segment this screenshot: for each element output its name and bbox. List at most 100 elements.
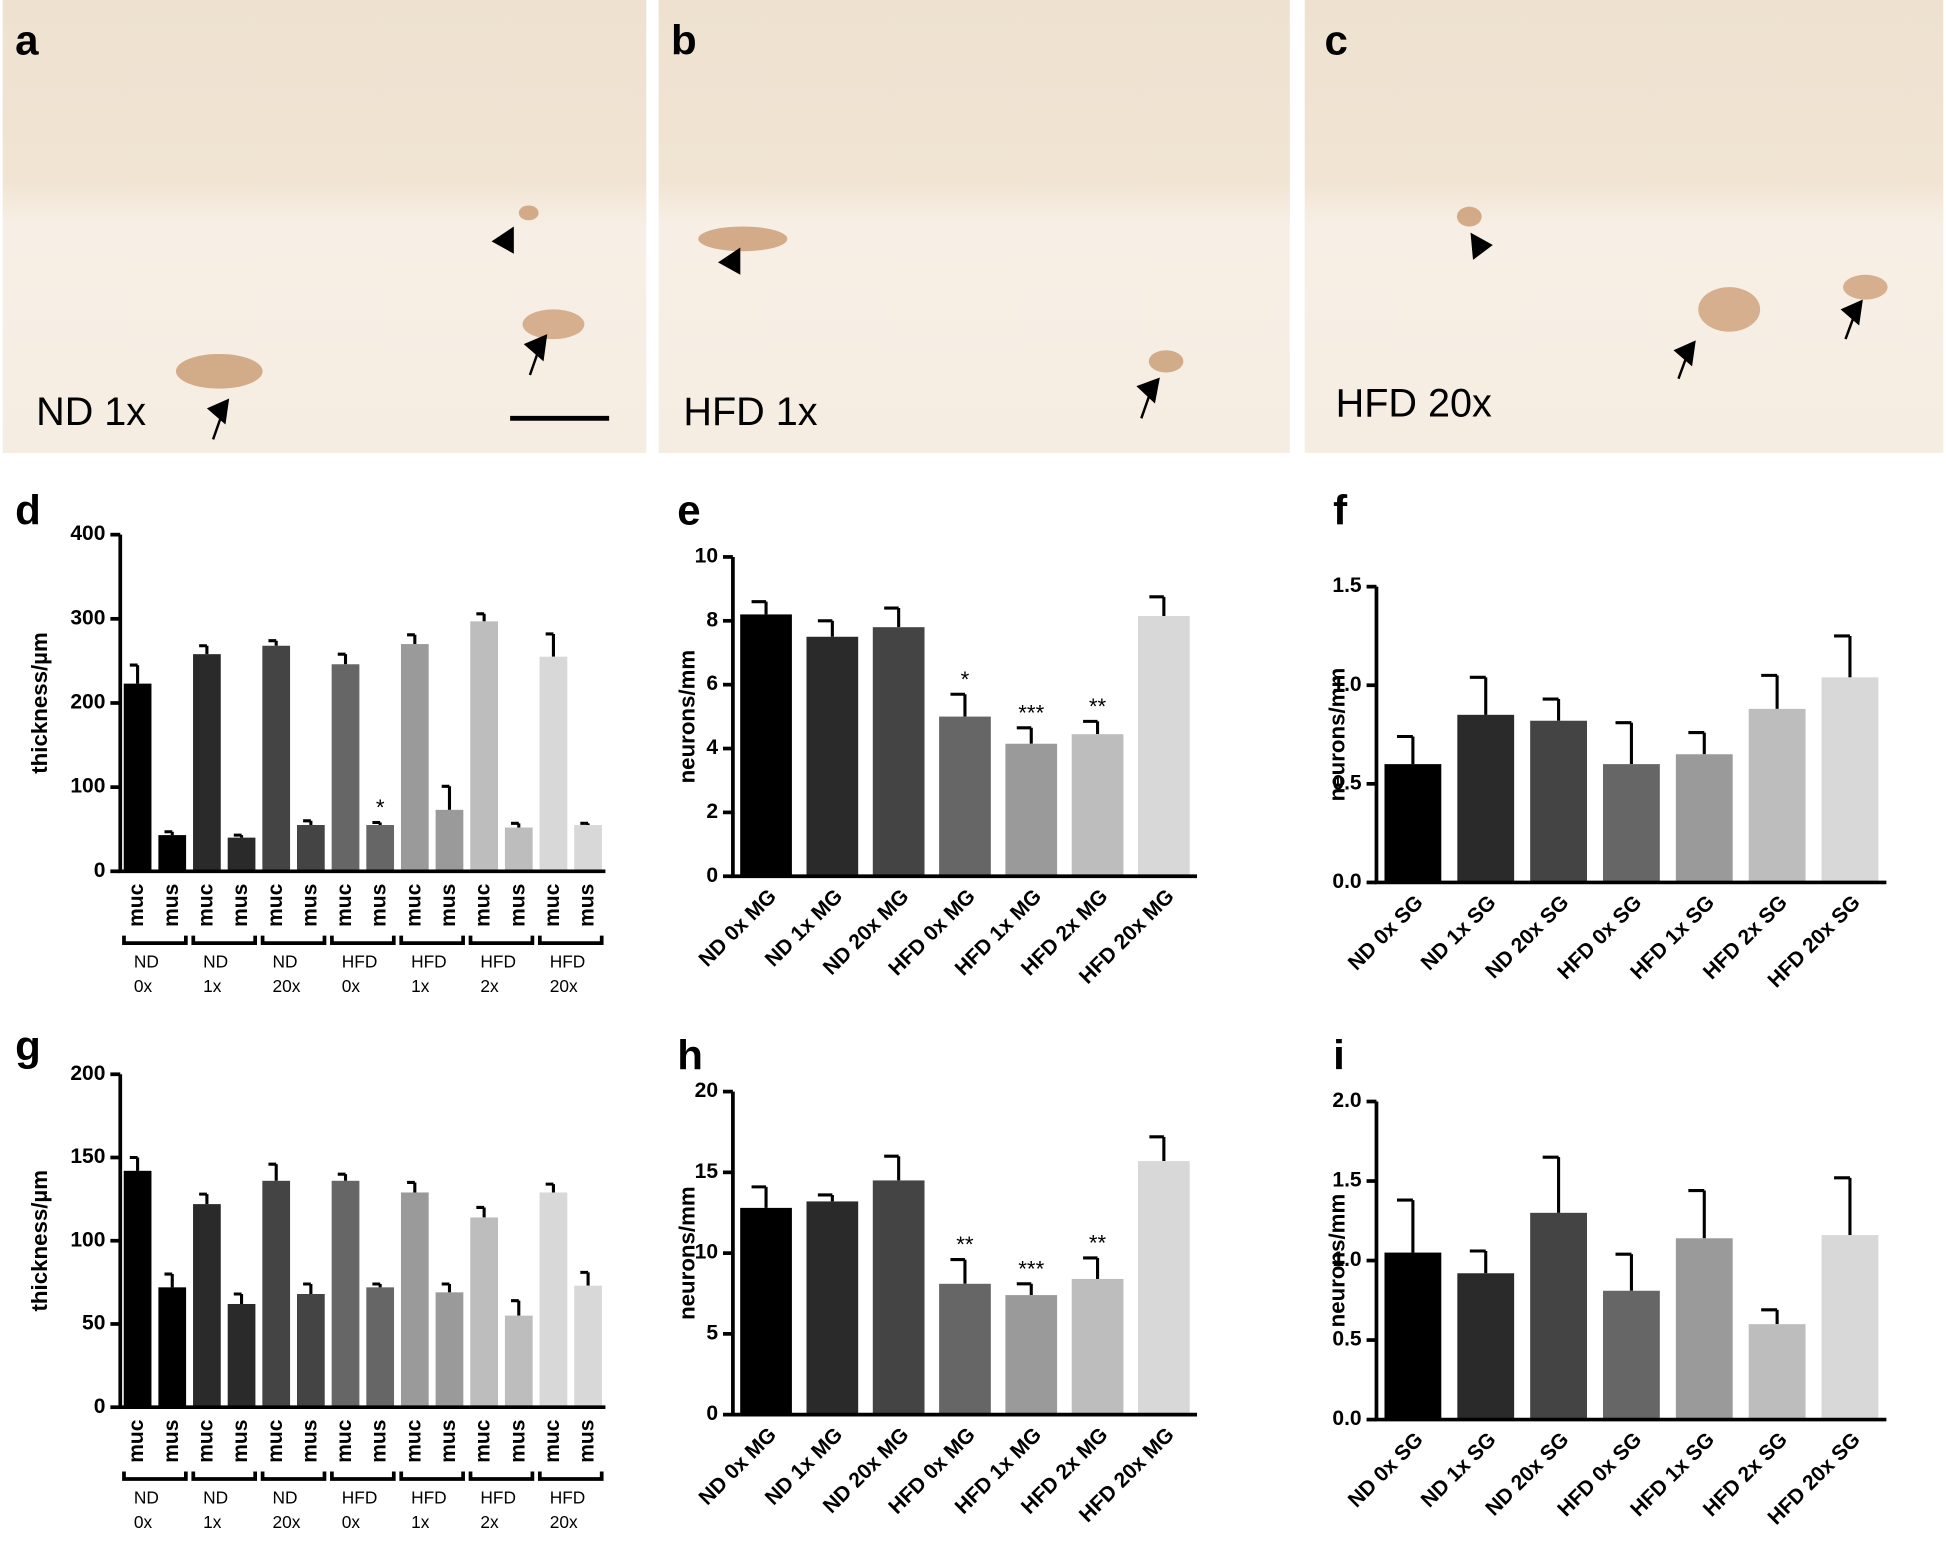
y-tick-label: 15	[695, 1160, 719, 1183]
x-tick-label: mus	[298, 884, 321, 927]
y-axis-label: thickness/µm	[27, 632, 52, 774]
bar	[504, 827, 533, 872]
bar	[1138, 1161, 1190, 1415]
group-label: 20x	[550, 976, 578, 996]
significance: ***	[1018, 700, 1044, 725]
y-tick-label: 0.0	[1332, 1407, 1361, 1430]
error-bar	[1016, 1282, 1033, 1296]
error-bar	[751, 600, 768, 615]
panel-letter: g	[15, 1023, 41, 1070]
group-label: HFD	[342, 1487, 378, 1507]
axes	[731, 556, 1198, 879]
error-bar	[372, 1282, 382, 1288]
bar	[366, 1287, 395, 1408]
bar	[262, 645, 291, 872]
x-tick-label: ND 0x SG	[1344, 1428, 1428, 1512]
y-tick-label: 1.0	[1332, 1248, 1361, 1271]
y-axis-label: neurons/mm	[1324, 668, 1349, 802]
group-label: 0x	[134, 976, 153, 996]
error-bar	[303, 1282, 313, 1295]
error-bar	[1615, 721, 1633, 765]
bar	[123, 683, 152, 872]
error-bar	[233, 1292, 244, 1304]
bar	[227, 837, 256, 872]
x-tick-label: muc	[541, 883, 564, 927]
error-bar	[1149, 595, 1166, 617]
bar	[1457, 714, 1515, 883]
group-bracket	[468, 935, 535, 945]
micrograph-a	[2, 0, 647, 453]
error-bar	[129, 1155, 140, 1171]
group-label: 20x	[272, 1512, 300, 1532]
axes	[118, 1074, 606, 1410]
bar	[193, 654, 221, 872]
bar	[740, 614, 792, 877]
error-bar	[580, 821, 590, 826]
bar	[574, 1285, 602, 1408]
group-label: ND	[272, 951, 297, 971]
group-bracket	[122, 935, 188, 945]
group-label: 20x	[272, 976, 300, 996]
bar	[331, 1180, 360, 1408]
y-tick-label: 50	[82, 1312, 105, 1335]
error-bar	[441, 784, 452, 810]
bar	[400, 1192, 429, 1408]
y-tick-label: 0.5	[1332, 1328, 1362, 1351]
group-bracket	[330, 1471, 396, 1481]
bar	[1071, 1278, 1124, 1415]
bar	[1530, 720, 1587, 883]
group-bracket	[399, 935, 465, 945]
group-bracket	[191, 1471, 258, 1481]
bar	[366, 825, 395, 872]
error-bar	[1761, 1308, 1779, 1325]
y-axis-label: thickness/µm	[27, 1170, 52, 1312]
error-bar	[1761, 673, 1779, 709]
group-label: HFD	[480, 1487, 516, 1507]
group-label: HFD	[480, 951, 516, 971]
bar	[297, 1294, 325, 1408]
axes	[118, 534, 606, 874]
group-bracket	[537, 1471, 604, 1481]
group-label: 20x	[550, 1512, 578, 1532]
image-label: HFD 20x	[1336, 381, 1492, 425]
group-bracket	[399, 1471, 465, 1481]
error-bar	[1469, 675, 1488, 715]
bar	[227, 1303, 256, 1408]
error-bar	[884, 606, 901, 628]
bar	[806, 636, 859, 877]
x-tick-label: muc	[125, 883, 148, 927]
group-label: HFD	[411, 951, 447, 971]
error-bar	[545, 632, 555, 657]
error-bar	[1396, 734, 1415, 765]
bar	[1138, 616, 1190, 877]
error-bar	[164, 830, 174, 836]
bar	[1821, 1235, 1879, 1420]
group-bracket	[330, 935, 396, 945]
y-tick-label: 100	[70, 1228, 105, 1251]
y-tick-label: 10	[695, 1241, 718, 1264]
error-bar	[233, 833, 244, 838]
error-bar	[268, 639, 278, 646]
image-label: ND 1x	[36, 390, 146, 434]
y-tick-label: 2.0	[1332, 1089, 1361, 1112]
y-tick-label: 2	[706, 800, 718, 823]
x-tick-label: mus	[229, 884, 252, 927]
x-tick-label: muc	[194, 1419, 217, 1463]
bar	[740, 1207, 792, 1415]
group-label: ND	[203, 1487, 228, 1507]
bar	[470, 1217, 498, 1408]
y-tick-label: 5	[706, 1321, 718, 1344]
significance: **	[1089, 1231, 1107, 1256]
error-bar	[199, 1192, 209, 1205]
panel-letter: a	[15, 16, 39, 63]
error-bar	[1615, 1252, 1633, 1291]
group-label: 1x	[203, 1512, 222, 1532]
group-label: ND	[134, 1487, 159, 1507]
y-tick-label: 4	[706, 736, 718, 759]
x-tick-label: mus	[506, 884, 529, 927]
bar	[123, 1170, 152, 1408]
bar	[1748, 708, 1806, 883]
group-label: 1x	[203, 976, 222, 996]
y-tick-label: 1.5	[1332, 574, 1362, 597]
bar	[1384, 764, 1442, 883]
